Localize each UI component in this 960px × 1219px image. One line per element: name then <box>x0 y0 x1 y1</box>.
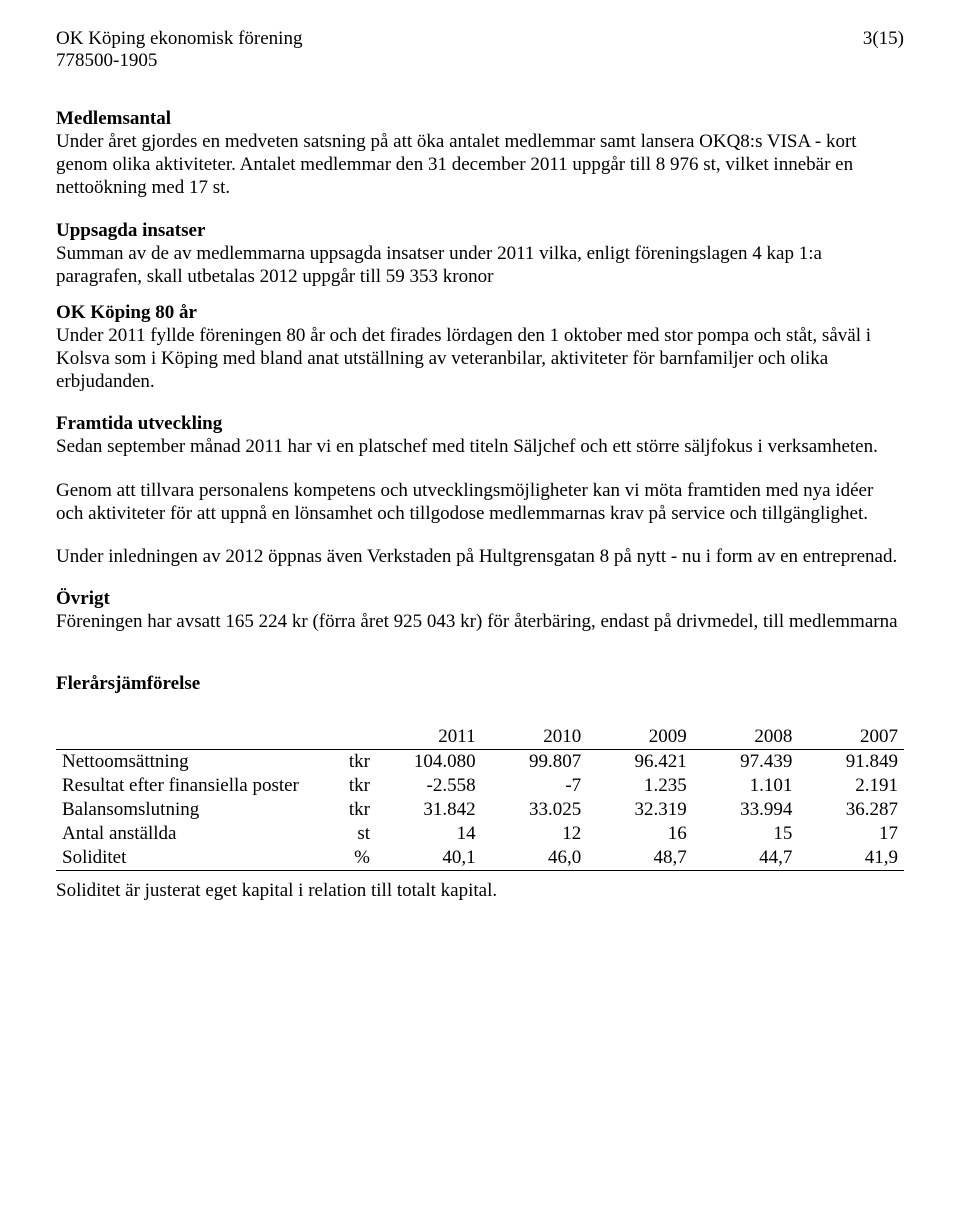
section-title: Övrigt <box>56 588 904 610</box>
table-header-year: 2008 <box>693 725 799 750</box>
row-value: 96.421 <box>587 750 693 775</box>
section-body: Under året gjordes en medveten satsning … <box>56 130 904 200</box>
row-value: 40,1 <box>376 846 482 871</box>
row-value: 17 <box>798 822 904 846</box>
row-unit: tkr <box>336 798 376 822</box>
section-title: Medlemsantal <box>56 108 904 130</box>
table-row: Balansomslutning tkr 31.842 33.025 32.31… <box>56 798 904 822</box>
section-framtida: Framtida utveckling Sedan september måna… <box>56 413 904 568</box>
table-header-year: 2011 <box>376 725 482 750</box>
section-title: Framtida utveckling <box>56 413 904 435</box>
row-unit: tkr <box>336 750 376 775</box>
table-header-blank <box>56 725 336 750</box>
org-number: 778500-1905 <box>56 50 904 72</box>
row-value: 33.025 <box>482 798 588 822</box>
table-footnote: Soliditet är justerat eget kapital i rel… <box>56 879 904 902</box>
row-value: 16 <box>587 822 693 846</box>
row-value: 1.235 <box>587 774 693 798</box>
table-row: Soliditet % 40,1 46,0 48,7 44,7 41,9 <box>56 846 904 871</box>
row-label: Nettoomsättning <box>56 750 336 775</box>
row-value: 31.842 <box>376 798 482 822</box>
row-value: 2.191 <box>798 774 904 798</box>
table-header-year: 2009 <box>587 725 693 750</box>
row-value: 33.994 <box>693 798 799 822</box>
table-row: Antal anställda st 14 12 16 15 17 <box>56 822 904 846</box>
org-name: OK Köping ekonomisk förening <box>56 28 302 50</box>
row-value: 12 <box>482 822 588 846</box>
table-row: Resultat efter finansiella poster tkr -2… <box>56 774 904 798</box>
row-unit: % <box>336 846 376 871</box>
row-value: 15 <box>693 822 799 846</box>
row-label: Balansomslutning <box>56 798 336 822</box>
row-value: 104.080 <box>376 750 482 775</box>
table-header-year: 2007 <box>798 725 904 750</box>
row-value: 36.287 <box>798 798 904 822</box>
table-header-blank <box>336 725 376 750</box>
section-title: Flerårsjämförelse <box>56 673 904 695</box>
row-label: Soliditet <box>56 846 336 871</box>
section-title: OK Köping 80 år <box>56 302 904 324</box>
section-body: Under 2011 fyllde föreningen 80 år och d… <box>56 324 904 394</box>
section-paragraph: Genom att tillvara personalens kompetens… <box>56 479 904 525</box>
row-label: Resultat efter finansiella poster <box>56 774 336 798</box>
section-ovrigt: Övrigt Föreningen har avsatt 165 224 kr … <box>56 588 904 633</box>
section-body: Föreningen har avsatt 165 224 kr (förra … <box>56 610 904 633</box>
row-value: 48,7 <box>587 846 693 871</box>
document-header: OK Köping ekonomisk förening 3(15) <box>56 28 904 50</box>
row-value: 46,0 <box>482 846 588 871</box>
row-value: 44,7 <box>693 846 799 871</box>
table-header-year: 2010 <box>482 725 588 750</box>
row-value: 1.101 <box>693 774 799 798</box>
document-page: OK Köping ekonomisk förening 3(15) 77850… <box>0 0 960 1219</box>
row-value: 91.849 <box>798 750 904 775</box>
row-value: 14 <box>376 822 482 846</box>
row-unit: tkr <box>336 774 376 798</box>
section-title: Uppsagda insatser <box>56 220 904 242</box>
row-value: -7 <box>482 774 588 798</box>
row-value: 32.319 <box>587 798 693 822</box>
table-header-row: 2011 2010 2009 2008 2007 <box>56 725 904 750</box>
row-value: 99.807 <box>482 750 588 775</box>
section-flerars: Flerårsjämförelse 2011 2010 2009 2008 20… <box>56 673 904 902</box>
page-number: 3(15) <box>863 28 904 50</box>
section-paragraph: Under inledningen av 2012 öppnas även Ve… <box>56 545 904 568</box>
section-paragraph: Sedan september månad 2011 har vi en pla… <box>56 435 904 458</box>
row-label: Antal anställda <box>56 822 336 846</box>
section-ok80: OK Köping 80 år Under 2011 fyllde föreni… <box>56 302 904 394</box>
row-value: -2.558 <box>376 774 482 798</box>
section-body: Summan av de av medlemmarna uppsagda ins… <box>56 242 904 288</box>
row-value: 41,9 <box>798 846 904 871</box>
flerars-table: 2011 2010 2009 2008 2007 Nettoomsättning… <box>56 725 904 871</box>
table-row: Nettoomsättning tkr 104.080 99.807 96.42… <box>56 750 904 775</box>
section-uppsagda: Uppsagda insatser Summan av de av medlem… <box>56 220 904 288</box>
section-medlemsantal: Medlemsantal Under året gjordes en medve… <box>56 108 904 200</box>
row-unit: st <box>336 822 376 846</box>
row-value: 97.439 <box>693 750 799 775</box>
